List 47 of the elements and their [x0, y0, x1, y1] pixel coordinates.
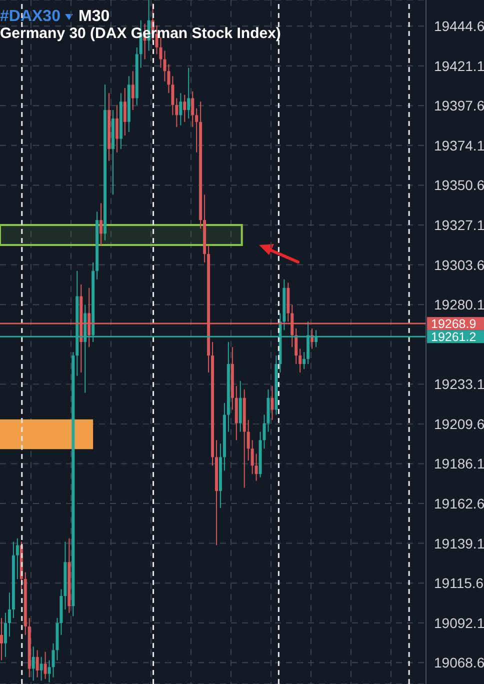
y-tick-label: 19327.1: [434, 216, 484, 233]
y-tick-label: 19186.1: [434, 456, 484, 472]
y-tick-label: 19233.1: [434, 376, 484, 392]
candlestick: [302, 352, 306, 370]
ref-line-label: 19261.2: [431, 330, 476, 344]
y-tick-label: 19303.6: [434, 256, 484, 273]
text: #DAX30 M30: [0, 8, 110, 26]
y-tick-label: 19421.1: [434, 58, 484, 74]
candlestick: [167, 64, 170, 94]
candlestick: [183, 94, 186, 122]
y-tick-label: 19139.1: [434, 535, 484, 552]
candlestick: [187, 67, 190, 120]
candlestick: [100, 202, 103, 246]
y-tick-label: 19350.6: [434, 177, 484, 194]
candlestick: [270, 386, 274, 420]
y-tick-label: 19115.6: [434, 575, 484, 592]
candlestick: [36, 650, 39, 678]
candlestick: [250, 440, 254, 475]
y-tick-label: 19374.1: [434, 137, 484, 154]
candlestick: [171, 76, 174, 116]
y-tick-label: 19068.6: [434, 654, 484, 671]
candlestick: [0, 617, 3, 661]
candlestick: [44, 651, 47, 680]
candlestick: [179, 92, 182, 126]
candlestick: [195, 108, 198, 153]
candlestick: [16, 538, 19, 580]
candlestick: [191, 90, 194, 128]
candlestick: [298, 348, 302, 373]
candlestick: [123, 88, 126, 136]
candlestick: [175, 98, 178, 128]
y-tick-label: 19280.1: [434, 296, 484, 313]
candlestick: [48, 660, 51, 683]
candlestick: [8, 592, 11, 638]
candlestick: [32, 646, 35, 682]
y-tick-label: 19397.6: [434, 98, 484, 114]
candlestick: [115, 104, 118, 153]
y-tick-label: 19162.6: [434, 495, 484, 512]
y-tick-label: 19209.6: [434, 416, 484, 432]
candlestick: [4, 612, 7, 658]
candlestick: [131, 70, 134, 111]
candlestick: [40, 656, 43, 682]
ref-line-label: 19268.9: [431, 317, 476, 332]
candlestick: [294, 328, 298, 365]
y-tick-label: 19444.6: [434, 18, 484, 34]
y-tick-label: 19092.1: [434, 614, 484, 631]
candlestick: [254, 453, 258, 482]
candlestick: [246, 419, 250, 462]
